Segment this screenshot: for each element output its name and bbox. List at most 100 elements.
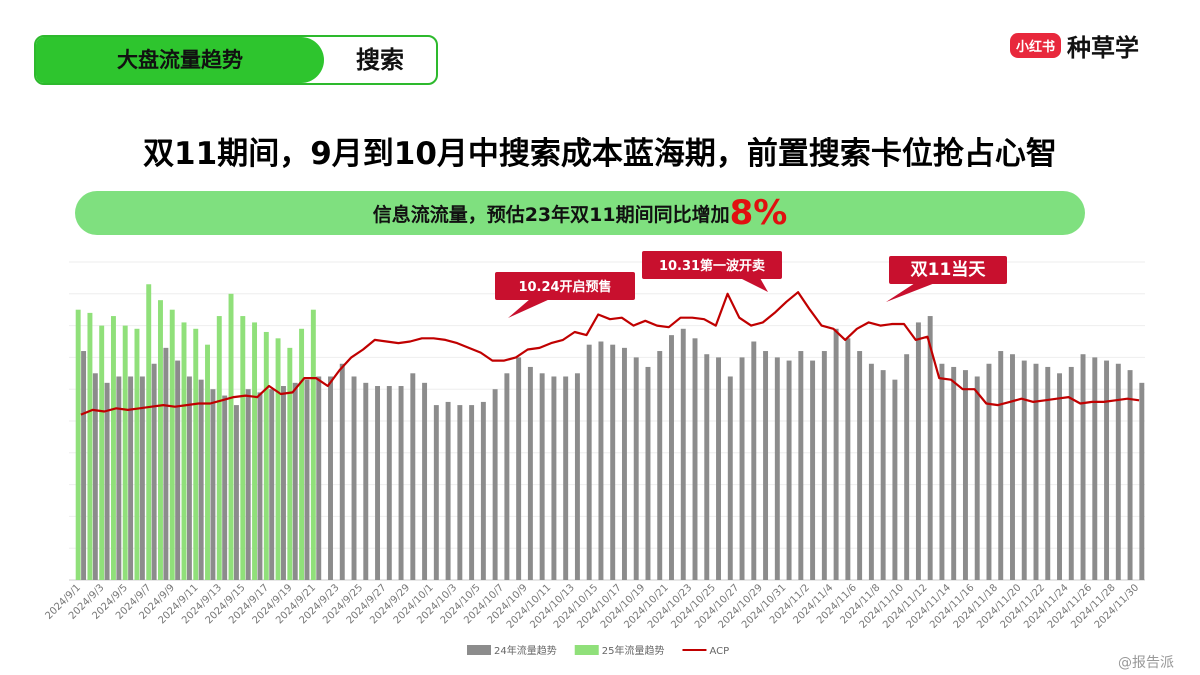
bar (245, 389, 251, 580)
bar (1057, 373, 1062, 580)
bar (657, 351, 663, 580)
bar (193, 328, 199, 580)
bar (139, 376, 145, 580)
bar (645, 366, 651, 580)
bar (410, 373, 416, 580)
bar (669, 335, 674, 580)
bar (263, 331, 269, 580)
tab[interactable]: 搜索 (356, 46, 404, 74)
bar (116, 376, 122, 580)
bar (457, 405, 463, 580)
bar (151, 363, 157, 580)
bar (433, 405, 439, 580)
bar (915, 322, 921, 580)
callout-tail (508, 299, 550, 318)
bar (87, 312, 93, 580)
annotation: 双11当天 (911, 259, 987, 280)
bar (680, 328, 686, 580)
logo-badge: 小红书 (1010, 32, 1062, 58)
bar (181, 322, 187, 580)
bar (222, 395, 228, 580)
bar (281, 386, 286, 580)
bar (868, 363, 874, 580)
callout-box (642, 251, 782, 279)
bar (821, 351, 827, 580)
bar (1010, 354, 1015, 580)
bar (563, 376, 569, 580)
bar (516, 357, 522, 580)
bar (122, 325, 128, 580)
bar (205, 344, 210, 580)
callout-tail (740, 278, 768, 292)
bar (1115, 363, 1121, 580)
bar (527, 366, 533, 580)
bar (469, 405, 475, 580)
bar (128, 376, 134, 580)
bar (275, 338, 281, 580)
bar (1033, 363, 1039, 580)
bar (633, 357, 639, 580)
bar (339, 363, 345, 580)
bar (422, 382, 428, 580)
bar (610, 344, 616, 580)
bar (1104, 360, 1110, 580)
bar (310, 309, 316, 580)
bar (739, 357, 745, 580)
bar (574, 373, 580, 580)
bar (974, 376, 980, 580)
bar (704, 354, 710, 580)
banner-text: 信息流流量，预估23年双11期间同比增加 (372, 204, 730, 226)
bar (99, 325, 105, 580)
bar (169, 309, 175, 580)
tab[interactable]: 大盘流量趋势 (36, 37, 324, 83)
bar (316, 376, 322, 580)
bar (939, 363, 945, 580)
bar (962, 370, 968, 580)
bar (375, 386, 381, 580)
bar (492, 389, 498, 580)
callout-box (495, 272, 635, 300)
bar (833, 328, 839, 580)
bar (1045, 366, 1051, 580)
bar (92, 373, 98, 580)
bar (386, 386, 392, 580)
bar (1139, 382, 1145, 580)
bar (480, 401, 486, 580)
bar (1092, 357, 1098, 580)
watermark: @报告派 (1118, 655, 1174, 671)
bar (504, 373, 510, 580)
callout: 双11当天 (886, 256, 1007, 302)
bar (786, 360, 792, 580)
legend-swatch (467, 645, 491, 655)
bar (287, 347, 293, 580)
bar (539, 373, 545, 580)
banner: 信息流流量，预估23年双11期间同比增加8% (75, 191, 1085, 235)
bar (810, 360, 816, 580)
callout: 10.24开启预售 (495, 272, 635, 318)
bar (328, 376, 333, 580)
legend-label: 25年流量趋势 (602, 644, 665, 657)
bar (134, 328, 140, 580)
bar (299, 328, 305, 580)
bar (75, 309, 81, 580)
bar (163, 347, 169, 580)
bar (81, 351, 87, 580)
legend-label: ACP (709, 646, 729, 657)
line (80, 291, 1140, 416)
bar (445, 401, 451, 580)
bar (751, 341, 757, 580)
bar (228, 293, 234, 580)
bar (845, 338, 851, 580)
bar (798, 351, 804, 580)
banner-highlight: 8% (729, 193, 788, 233)
bar (727, 376, 733, 580)
callout-box (889, 256, 1007, 284)
bar (363, 382, 369, 580)
bar (692, 338, 698, 580)
bar (146, 284, 152, 580)
bar (763, 351, 769, 580)
legend-label: 24年流量趋势 (494, 644, 557, 657)
bar (1080, 354, 1086, 580)
bar (551, 376, 557, 580)
bar (216, 316, 222, 580)
